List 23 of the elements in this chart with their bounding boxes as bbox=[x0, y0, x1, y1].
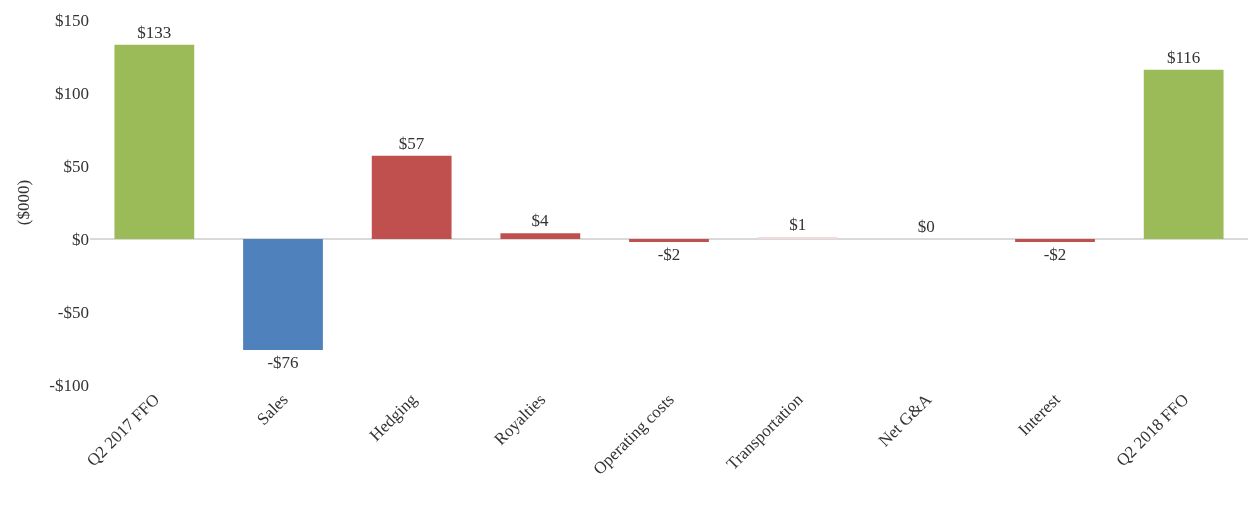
data-label: $116 bbox=[1166, 47, 1201, 67]
y-tick-label: -$50 bbox=[57, 302, 89, 322]
y-tick-label: $50 bbox=[63, 156, 89, 176]
data-label: $0 bbox=[917, 217, 935, 236]
data-label: $4 bbox=[531, 211, 550, 231]
bar bbox=[1015, 239, 1095, 242]
y-tick-label: -$100 bbox=[49, 375, 89, 395]
y-tick-label: $0 bbox=[72, 229, 89, 249]
bar bbox=[371, 155, 452, 239]
y-axis-title: ($000) bbox=[13, 179, 33, 226]
y-tick-label: $100 bbox=[55, 83, 89, 103]
bar bbox=[500, 233, 581, 239]
data-label: $133 bbox=[137, 22, 172, 42]
bar bbox=[114, 44, 195, 239]
data-label: -$2 bbox=[1043, 244, 1067, 264]
data-label: -$2 bbox=[657, 244, 681, 264]
data-label: $1 bbox=[789, 215, 807, 234]
y-tick-label: $150 bbox=[55, 10, 89, 30]
bar bbox=[243, 239, 323, 350]
data-label: -$76 bbox=[267, 352, 299, 372]
bar bbox=[629, 239, 709, 242]
data-label: $57 bbox=[398, 133, 425, 153]
bar bbox=[1143, 69, 1224, 239]
